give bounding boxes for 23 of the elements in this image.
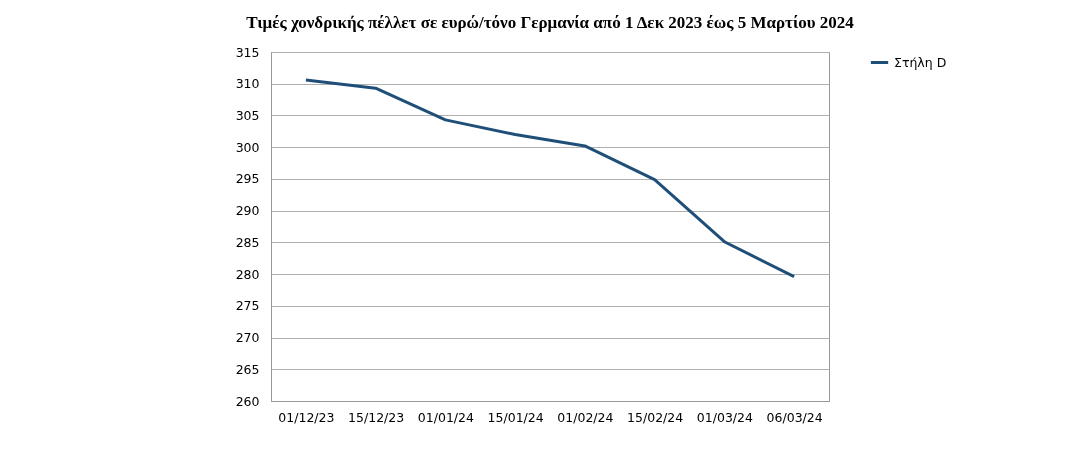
y-tick-label: 305 xyxy=(235,107,260,123)
y-tick-label: 295 xyxy=(235,171,260,187)
x-tick-label: 01/12/23 xyxy=(278,409,335,425)
y-tick-label: 290 xyxy=(235,203,260,219)
x-tick-label: 01/01/24 xyxy=(417,409,474,425)
x-tick-label: 06/03/24 xyxy=(766,409,823,425)
y-tick-label: 285 xyxy=(235,234,260,250)
x-tick-label: 15/01/24 xyxy=(487,409,544,425)
legend-label: Στήλη D xyxy=(894,54,947,70)
y-tick-label: 260 xyxy=(235,393,260,409)
y-tick-label: 275 xyxy=(235,298,260,314)
chart-title: Τιμές χονδρικής πέλλετ σε ευρώ/τόνο Γερμανία από 1 Δεκ 2023 έως 5 Μαρτίου 2024 xyxy=(246,13,855,32)
y-tick-label: 315 xyxy=(235,44,260,60)
y-tick-label: 270 xyxy=(235,330,260,346)
x-tick-label: 01/03/24 xyxy=(696,409,753,425)
y-tick-label: 280 xyxy=(235,266,260,282)
y-tick-label: 265 xyxy=(235,361,260,377)
x-tick-label: 15/12/23 xyxy=(348,409,405,425)
y-tick-label: 300 xyxy=(235,139,260,155)
x-tick-label: 15/02/24 xyxy=(627,409,684,425)
x-tick-label: 01/02/24 xyxy=(557,409,614,425)
line-series xyxy=(304,78,796,279)
y-tick-label: 310 xyxy=(235,76,260,92)
